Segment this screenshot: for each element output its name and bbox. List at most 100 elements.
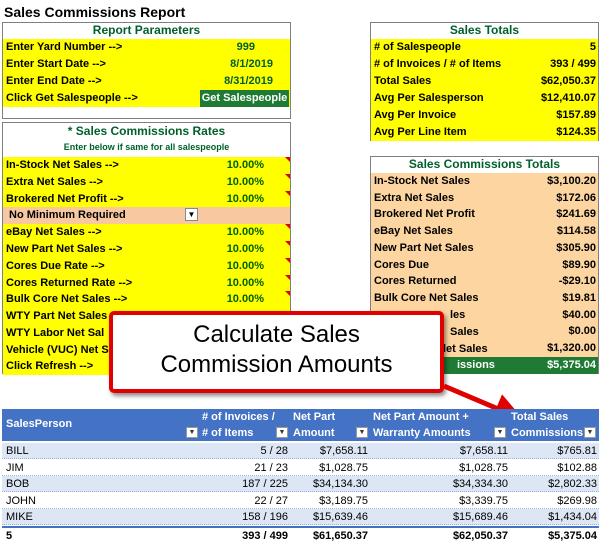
table-row: JOHN 22 / 27 $3,189.75 $3,339.75 $269.98	[2, 492, 599, 509]
table-cell-net: $1,028.75	[319, 461, 368, 474]
callout-line2: Commission Amounts	[160, 351, 393, 378]
table-cell-inv: 158 / 196	[242, 511, 288, 523]
table-cell-name: MIKE	[6, 511, 33, 523]
chevron-down-icon[interactable]: ▼	[185, 208, 198, 221]
col-header-netpart-2: Amount	[293, 427, 335, 439]
sales-totals-header: Sales Totals	[449, 23, 520, 37]
comment-indicator	[285, 291, 290, 296]
rate-value-coresdue[interactable]: 10.00%	[226, 260, 264, 272]
table-cell-netw: $3,339.75	[459, 494, 508, 507]
rate-value-instock[interactable]: 10.00%	[226, 159, 264, 171]
rate-value-brokered[interactable]: 10.00%	[226, 193, 264, 205]
table-row: MIKE 158 / 196 $15,639.46 $15,689.46 $1,434.…	[2, 509, 599, 525]
rate-value-coresreturned[interactable]: 10.00%	[226, 277, 264, 289]
col-header-total-1: Total Sales	[511, 411, 569, 423]
report-parameters-header: Report Parameters	[92, 23, 201, 37]
rates-header: * Sales Commissions Rates	[67, 124, 226, 138]
commission-total-value: $3,100.20	[547, 175, 596, 187]
minimum-dropdown[interactable]: No Minimum Required	[3, 207, 290, 224]
sales-total-value: 5	[589, 41, 596, 53]
commission-partial-label: let Sales	[443, 343, 488, 355]
rate-label-extra: Extra Net Sales -->	[3, 174, 290, 191]
table-total-name: 5	[6, 529, 13, 542]
filter-dropdown-icon[interactable]: ▼	[584, 427, 596, 438]
start-date-label: Enter Start Date -->	[3, 56, 290, 73]
sales-total-label: Total Sales	[371, 73, 598, 90]
table-cell-inv: 22 / 27	[254, 494, 288, 507]
col-header-invoices-1: # of Invoices /	[202, 411, 275, 423]
callout-box: Calculate Sales Commission Amounts	[109, 311, 444, 393]
table-cell-net: $7,658.11	[319, 445, 368, 457]
rate-label-ebay: eBay Net Sales -->	[3, 224, 290, 241]
table-cell-comm: $1,434.04	[548, 511, 597, 523]
yard-number-input[interactable]: 999	[236, 41, 255, 53]
col-header-salesperson: SalesPerson	[6, 418, 73, 430]
table-cell-comm: $765.81	[557, 445, 597, 457]
filter-dropdown-icon[interactable]: ▼	[356, 427, 368, 438]
table-cell-name: BOB	[6, 478, 30, 490]
commission-total-value: $305.90	[556, 241, 596, 254]
comment-indicator	[285, 275, 290, 280]
table-total-inv: 393 / 499	[242, 529, 288, 542]
commission-total-value: $1,320.00	[547, 342, 596, 354]
commission-total-value: $172.06	[556, 191, 596, 204]
rate-label-newpart: New Part Net Sales -->	[3, 241, 290, 258]
commission-total-value: $0.00	[568, 325, 596, 338]
sales-total-value: $124.35	[556, 126, 596, 138]
col-header-netwarr-1: Net Part Amount +	[373, 411, 469, 423]
commission-total-label: issions	[457, 359, 495, 371]
table-cell-inv: 21 / 23	[254, 461, 288, 474]
table-cell-name: BILL	[6, 445, 29, 457]
get-salespeople-button[interactable]: Get Salespeople	[200, 90, 289, 107]
comment-indicator	[285, 258, 290, 263]
end-date-input[interactable]: 8/31/2019	[224, 75, 273, 87]
rate-value-newpart[interactable]: 10.00%	[226, 243, 264, 255]
sales-total-label: # of Invoices / # of Items	[371, 56, 598, 73]
table-total-net: $61,650.37	[312, 529, 368, 542]
commission-total-label: New Part Net Sales	[371, 239, 598, 257]
sales-total-value: $12,410.07	[540, 92, 596, 104]
table-cell-comm: $269.98	[557, 494, 597, 507]
table-cell-net: $34,134.30	[312, 478, 368, 490]
rates-subheader: Enter below if same for all salespeople	[63, 142, 230, 152]
filter-dropdown-icon[interactable]: ▼	[276, 427, 288, 438]
commission-total-value: $114.58	[556, 225, 596, 238]
rate-label-coresdue: Cores Due Rate -->	[3, 258, 290, 275]
rate-label-brokered: Brokered Net Profit -->	[3, 191, 290, 208]
commission-total-label: Bulk Core Net Sales	[371, 289, 598, 307]
filter-dropdown-icon[interactable]: ▼	[186, 427, 198, 438]
end-date-label: Enter End Date -->	[3, 73, 290, 90]
table-cell-net: $3,189.75	[319, 494, 368, 507]
commission-total-value: $89.90	[562, 258, 596, 271]
sales-total-value: $62,050.37	[540, 75, 596, 87]
sales-total-label: Avg Per Invoice	[371, 107, 598, 124]
rate-label-bulkcore: Bulk Core Net Sales -->	[3, 291, 290, 308]
rate-value-bulkcore[interactable]: 10.00%	[226, 293, 264, 305]
table-row: JIM 21 / 23 $1,028.75 $1,028.75 $102.88	[2, 459, 599, 476]
commission-total-value: $5,375.04	[547, 359, 596, 371]
table-cell-inv: 187 / 225	[242, 478, 288, 490]
table-total-netw: $62,050.37	[452, 529, 508, 542]
table-row: BILL 5 / 28 $7,658.11 $7,658.11 $765.81	[2, 443, 599, 459]
table-cell-netw: $1,028.75	[459, 461, 508, 474]
rate-label-coresreturned: Cores Returned Rate -->	[3, 275, 290, 292]
commission-total-value: $40.00	[562, 308, 596, 321]
table-cell-netw: $7,658.11	[459, 445, 508, 457]
commission-total-label: eBay Net Sales	[371, 223, 598, 241]
table-cell-netw: $15,689.46	[452, 511, 508, 523]
filter-dropdown-icon[interactable]: ▼	[494, 427, 506, 438]
table-row: BOB 187 / 225 $34,134.30 $34,334.30 $2,802.3…	[2, 476, 599, 492]
comment-indicator	[285, 224, 290, 229]
rate-value-extra[interactable]: 10.00%	[226, 176, 264, 188]
sales-total-label: Avg Per Salesperson	[371, 90, 598, 107]
sales-total-label: Avg Per Line Item	[371, 124, 598, 141]
start-date-input[interactable]: 8/1/2019	[230, 58, 273, 70]
commission-partial-label: les	[450, 309, 466, 321]
table-cell-comm: $2,802.33	[548, 478, 597, 490]
commission-total-label: Extra Net Sales	[371, 189, 598, 207]
table-cell-comm: $102.88	[557, 461, 597, 474]
col-header-invoices-2: # of Items	[202, 427, 254, 439]
commission-total-label: In-Stock Net Sales	[371, 173, 598, 190]
commission-total-label: Cores Due	[371, 256, 598, 274]
rate-value-ebay[interactable]: 10.00%	[226, 226, 264, 238]
